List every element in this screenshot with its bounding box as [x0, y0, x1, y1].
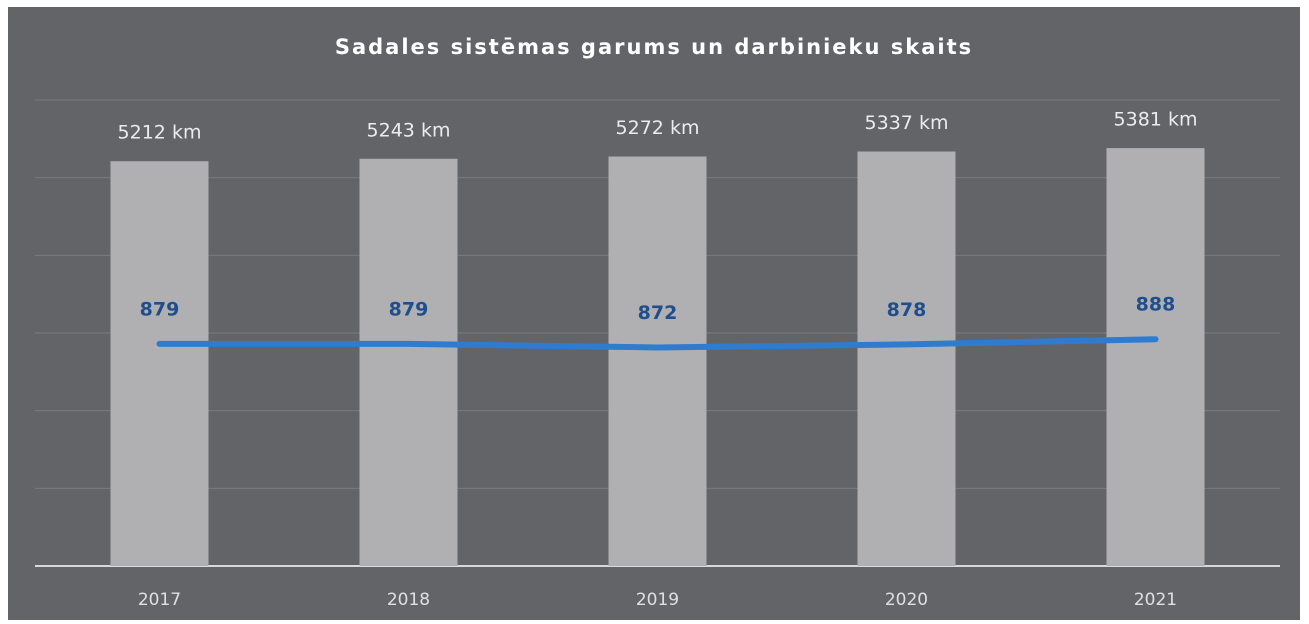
x-tick-label: 2021: [1134, 590, 1177, 610]
bar: [110, 161, 209, 566]
data-label: 5272 km: [616, 117, 700, 139]
x-tick-label: 2018: [387, 590, 430, 610]
data-label: 5381 km: [1114, 109, 1198, 131]
bar: [359, 158, 458, 566]
bar: [608, 156, 707, 567]
x-tick-label: 2017: [138, 590, 181, 610]
data-label: 879: [140, 298, 180, 320]
chart-title: Sadales sistēmas garums un darbinieku sk…: [335, 35, 973, 59]
data-label: 872: [638, 302, 678, 324]
data-label: 5337 km: [865, 112, 949, 134]
data-label: 878: [887, 299, 927, 321]
x-tick-label: 2019: [636, 590, 679, 610]
line: [156, 336, 1159, 351]
data-label: 879: [389, 298, 429, 320]
x-tick-label: 2020: [885, 590, 928, 610]
data-label: 5243 km: [367, 119, 451, 141]
bar: [1106, 148, 1205, 566]
bar: [857, 151, 956, 567]
data-label: 888: [1136, 294, 1176, 316]
data-label: 5212 km: [118, 122, 202, 144]
